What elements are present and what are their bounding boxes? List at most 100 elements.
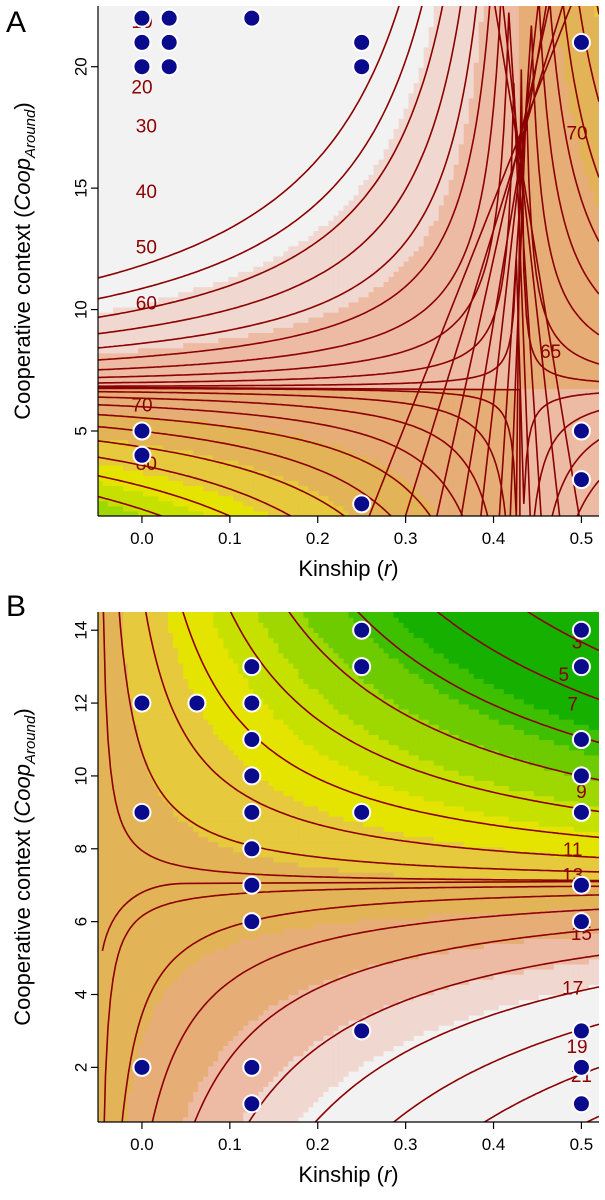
data-point (132, 445, 152, 465)
contour-line (288, 612, 599, 781)
data-point (159, 57, 179, 77)
data-point (571, 730, 591, 749)
data-point (132, 32, 152, 52)
data-point (132, 802, 152, 822)
contour-label: 40 (136, 182, 157, 203)
data-point (132, 693, 152, 713)
data-point (242, 8, 262, 28)
data-point (571, 766, 591, 786)
x-tick-label: 0.1 (218, 1135, 242, 1154)
contour-line-separatrix (98, 386, 521, 516)
y-tick-label: 20 (71, 57, 90, 76)
x-tick-label: 0.1 (218, 529, 242, 548)
contour-label: 20 (131, 77, 152, 98)
y-axis-title: Cooperative context (CoopAround) (10, 102, 39, 419)
contour-label: 50 (136, 238, 157, 259)
data-point (352, 620, 372, 640)
contour-label: 17 (562, 979, 583, 1000)
contour-line (229, 612, 599, 813)
contour-line (248, 954, 599, 1122)
y-tick-label: 5 (71, 426, 90, 435)
data-point (571, 32, 591, 52)
contour-label: 11 (563, 840, 583, 861)
contour-line (103, 885, 599, 1122)
contour-line (98, 475, 232, 516)
contour-line (121, 894, 599, 1122)
contour-line (102, 612, 599, 882)
data-point (352, 657, 372, 677)
data-point (571, 421, 591, 441)
data-point (242, 766, 262, 786)
data-point (242, 839, 262, 859)
contour-line (182, 612, 599, 839)
contour-line (98, 6, 580, 516)
y-tick-label: 10 (71, 300, 90, 319)
contour-line (98, 25, 599, 516)
contour-label: 7 (567, 694, 578, 715)
x-tick-label: 0.4 (482, 529, 506, 548)
contour-line (98, 495, 165, 516)
y-tick-label: 6 (71, 917, 90, 926)
data-point (242, 730, 262, 749)
x-tick-label: 0.2 (306, 1135, 330, 1154)
contour-line (98, 83, 599, 516)
contour-labels-a: 10203040506065707080 (131, 12, 587, 475)
contour-line (98, 12, 599, 516)
data-point (571, 1094, 591, 1114)
contour-label: 70 (131, 396, 152, 417)
data-point (571, 802, 591, 822)
axes-b: 0.0 0.1 0.2 0.3 0.4 0.5 2 4 6 8 10 12 14 (71, 612, 599, 1154)
x-tick-label: 0.0 (130, 529, 154, 548)
x-tick-label: 0.3 (394, 1135, 418, 1154)
contour-line (98, 6, 599, 516)
data-point (571, 1021, 591, 1041)
x-axis-title: Kinship (r) (298, 1162, 398, 1187)
data-point (132, 1057, 152, 1077)
contour-label: 5 (559, 665, 570, 686)
contour-label: 60 (136, 294, 157, 315)
contour-line (314, 986, 599, 1122)
data-point (242, 1057, 262, 1077)
y-tick-label: 12 (71, 694, 90, 713)
x-tick-label: 0.5 (570, 1135, 594, 1154)
data-point (352, 802, 372, 822)
data-point (242, 802, 262, 822)
contour-line (561, 1171, 599, 1194)
contour-line (482, 1066, 599, 1122)
data-point (132, 421, 152, 441)
data-point (242, 657, 262, 677)
data-point (571, 620, 591, 640)
y-axis-title: Cooperative context (CoopAround) (10, 708, 39, 1025)
contour-line (98, 6, 478, 349)
contour-label: 19 (566, 1037, 587, 1058)
data-points-b (132, 620, 591, 1114)
data-point (352, 1021, 372, 1041)
contour-line (98, 6, 599, 516)
data-point (352, 32, 372, 52)
data-point (571, 657, 591, 677)
data-point (242, 912, 262, 932)
contour-line (151, 908, 599, 1122)
data-point (571, 875, 591, 895)
contour-line-separatrix (101, 880, 599, 951)
x-tick-label: 0.3 (394, 529, 418, 548)
data-points-a (132, 8, 591, 514)
y-tick-label: 4 (71, 990, 90, 999)
data-point (242, 1094, 262, 1114)
contour-line (585, 1115, 599, 1122)
data-point (571, 470, 591, 490)
data-point (571, 1057, 591, 1077)
contour-line (98, 6, 400, 279)
contour-line (526, 612, 599, 652)
data-point (571, 912, 591, 932)
contour-line (98, 6, 444, 319)
contour-line (98, 69, 599, 516)
x-tick-label: 0.4 (482, 1135, 506, 1154)
y-tick-label: 15 (71, 179, 90, 198)
contour-label: 65 (540, 342, 561, 363)
contour-label: 9 (576, 782, 587, 803)
contour-line (98, 6, 423, 300)
contour-line (98, 6, 599, 516)
contour-lines-a (98, 6, 599, 516)
chart-panel-b: 35791113151719210.00.10.20.30.40.5246810… (10, 612, 599, 1194)
